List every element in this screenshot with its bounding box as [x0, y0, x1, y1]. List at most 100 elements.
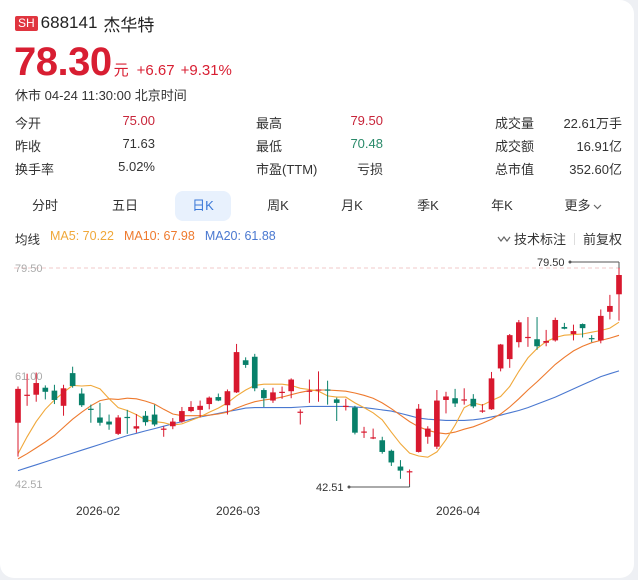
stat-value: 79.50: [350, 113, 383, 128]
candle: [251, 353, 258, 392]
x-tick-feb: 2026-02: [76, 504, 121, 518]
candle: [342, 398, 349, 411]
chart-tools: 技术标注 前复权: [497, 229, 622, 248]
tab-1[interactable]: 五日: [97, 191, 153, 221]
candle: [160, 426, 167, 437]
stat-label: 今开: [15, 116, 42, 131]
candle: [552, 317, 559, 342]
candle: [179, 406, 185, 423]
candle: [379, 436, 386, 454]
stat-label: 市盈(TTM): [256, 162, 318, 177]
stat-value: 352.60亿: [569, 162, 622, 177]
ma-label: 均线: [15, 233, 41, 247]
low-annotation: 42.51: [316, 482, 344, 494]
tab-3[interactable]: 周K: [250, 191, 306, 221]
stock-name: 杰华特: [103, 15, 155, 35]
kline-chart[interactable]: 79.50 61.00 42.51 79.50 42.51: [0, 255, 634, 505]
current-price: 78.30: [14, 40, 112, 84]
price-row: 78.30 元 +6.67 +9.31%: [14, 40, 232, 85]
stock-title-row: SH 688141 杰华特: [15, 12, 155, 35]
candle: [406, 469, 413, 484]
candle: [151, 404, 158, 427]
divider: [573, 232, 575, 245]
candle: [24, 373, 30, 406]
stat-value: 5.02%: [118, 159, 155, 174]
ma20-line: [17, 370, 620, 472]
chevron-down-icon: [593, 204, 601, 210]
wave-icon: [497, 235, 511, 242]
candle: [497, 343, 504, 372]
tab-7[interactable]: 更多: [555, 191, 611, 221]
candle: [288, 378, 295, 399]
x-tick-apr: 2026-04: [436, 504, 481, 518]
tab-label: 更多: [564, 198, 591, 213]
candle: [224, 389, 231, 415]
candle: [169, 418, 176, 430]
x-tick-mar: 2026-03: [216, 504, 261, 518]
candle: [388, 449, 395, 466]
stat-label: 成交量: [495, 116, 535, 131]
candle: [525, 317, 531, 347]
stat-value: 70.48: [350, 136, 383, 151]
candle: [488, 371, 495, 410]
stat-value: 75.00: [122, 113, 155, 128]
candle: [279, 386, 285, 399]
candle: [297, 409, 304, 425]
candle: [479, 404, 486, 413]
tab-4[interactable]: 月K: [324, 191, 380, 221]
candle: [370, 428, 376, 440]
candle: [561, 322, 568, 330]
candle: [506, 333, 513, 368]
candle: [306, 379, 313, 403]
stat-label: 总市值: [495, 162, 535, 177]
candle: [516, 319, 522, 348]
ma-legend: 均线 MA5: 70.22 MA10: 67.98 MA20: 61.88: [15, 229, 276, 248]
candle: [242, 357, 249, 368]
candle: [78, 388, 85, 407]
stat-value: 71.63: [122, 136, 155, 151]
stock-code: 688141: [40, 13, 98, 32]
stat-label: 昨收: [15, 139, 42, 154]
candle: [124, 409, 131, 434]
tab-6[interactable]: 年K: [474, 191, 530, 221]
candle: [115, 415, 121, 436]
ma10-value: MA10: 67.98: [123, 229, 195, 243]
stat-value: 22.61万手: [563, 116, 622, 131]
candle: [261, 388, 267, 407]
candle: [333, 397, 340, 421]
candle: [588, 335, 595, 343]
stat-value: 16.91亿: [576, 139, 622, 154]
candle: [461, 388, 468, 405]
candle: [607, 294, 613, 320]
tab-2[interactable]: 日K: [175, 191, 231, 221]
high-annotation: 79.50: [537, 257, 565, 269]
tab-label: 五日: [111, 198, 138, 213]
candle: [51, 384, 58, 405]
period-tabs: 分时 五日 日K 周K 月K 季K 年K 更多: [0, 191, 634, 221]
candle: [443, 391, 449, 414]
tab-label: 周K: [267, 198, 289, 213]
tech-marks-button[interactable]: 技术标注: [497, 229, 566, 248]
candle: [88, 404, 94, 423]
candle: [142, 411, 149, 426]
candle: [42, 385, 49, 400]
y-tick-label: 79.50: [15, 263, 43, 275]
candle: [434, 390, 440, 450]
candle: [452, 388, 458, 407]
candle: [352, 405, 358, 435]
candle: [616, 268, 622, 321]
ma20-value: MA20: 61.88: [204, 229, 276, 243]
tab-0[interactable]: 分时: [17, 191, 73, 221]
candle: [133, 413, 140, 433]
stat-value: 亏损: [356, 162, 383, 177]
candle: [315, 371, 322, 402]
tab-label: 日K: [192, 198, 214, 213]
candle: [397, 460, 404, 479]
candle: [270, 387, 276, 403]
tab-5[interactable]: 季K: [400, 191, 456, 221]
candle: [543, 329, 549, 347]
adjust-mode-button[interactable]: 前复权: [582, 232, 622, 247]
candle: [233, 343, 240, 393]
candle: [597, 309, 604, 344]
